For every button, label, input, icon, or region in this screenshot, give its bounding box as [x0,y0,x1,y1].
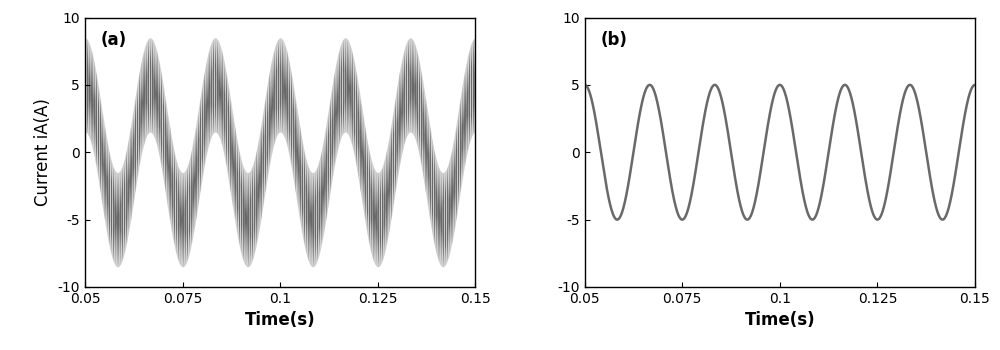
Y-axis label: Current iA(A): Current iA(A) [34,98,52,206]
Text: (a): (a) [101,31,127,49]
Text: (b): (b) [600,31,627,49]
X-axis label: Time(s): Time(s) [245,312,315,329]
X-axis label: Time(s): Time(s) [745,312,815,329]
